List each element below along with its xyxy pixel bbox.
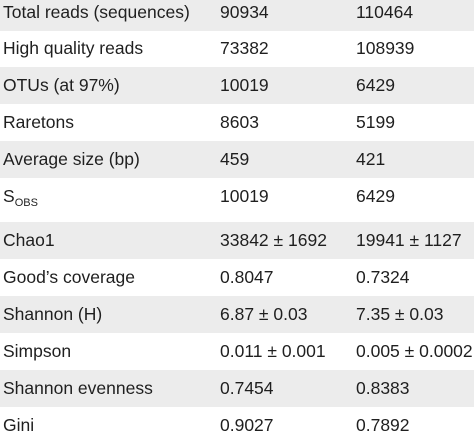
sample-2-value: 0.7892 xyxy=(356,415,410,435)
table-row: High quality reads 73382 108939 xyxy=(0,30,474,67)
table-row: Raretons 8603 5199 xyxy=(0,104,474,141)
table-row: Simpson 0.011 ± 0.001 0.005 ± 0.0002 xyxy=(0,333,474,370)
sample-2-value: 6429 xyxy=(356,186,395,206)
sample-1-value: 459 xyxy=(220,149,250,169)
row-label: SOBS xyxy=(3,178,38,215)
row-label: Simpson xyxy=(3,341,72,361)
row-label: Total reads (sequences) xyxy=(3,2,190,22)
row-label-subscript: OBS xyxy=(14,197,38,209)
row-label: OTUs (at 97%) xyxy=(3,75,120,95)
row-label: Shannon evenness xyxy=(3,378,153,398)
row-label-main: S xyxy=(3,186,15,206)
sample-2-value: 0.8383 xyxy=(356,378,410,398)
table-row: OTUs (at 97%) 10019 6429 xyxy=(0,67,474,104)
table-row: Total reads (sequences) 90934 110464 xyxy=(0,0,474,31)
sample-2-value: 6429 xyxy=(356,75,395,95)
row-label: Average size (bp) xyxy=(3,149,140,169)
sample-2-value: 5199 xyxy=(356,112,395,132)
row-label: High quality reads xyxy=(3,38,144,58)
sample-1-value: 0.7454 xyxy=(220,378,274,398)
sample-2-value: 110464 xyxy=(356,2,414,22)
sample-2-value: 108939 xyxy=(356,38,415,58)
sample-1-value: 0.9027 xyxy=(220,415,274,435)
sample-1-value: 0.8047 xyxy=(220,267,274,287)
table-row: Average size (bp) 459 421 xyxy=(0,141,474,178)
sample-1-value: 90934 xyxy=(220,2,269,22)
sample-1-value: 0.011 ± 0.001 xyxy=(220,341,326,361)
row-label: Good’s coverage xyxy=(3,267,135,287)
sample-1-value: 73382 xyxy=(220,38,269,58)
sample-1-value: 33842 ± 1692 xyxy=(220,230,327,250)
table-row: Chao1 33842 ± 1692 19941 ± 1127 xyxy=(0,222,474,259)
sample-2-value: 7.35 ± 0.03 xyxy=(356,304,444,324)
sample-2-value: 421 xyxy=(356,149,386,169)
table-row: SOBS 10019 6429 xyxy=(0,178,474,215)
sample-1-value: 6.87 ± 0.03 xyxy=(220,304,308,324)
row-label: Shannon (H) xyxy=(3,304,103,324)
table-row: Good’s coverage 0.8047 0.7324 xyxy=(0,259,474,296)
sample-1-value: 10019 xyxy=(220,75,269,95)
row-label: Chao1 xyxy=(3,230,55,250)
sample-2-value: 19941 ± 1127 xyxy=(356,230,462,250)
row-label: Raretons xyxy=(3,112,75,132)
table-row: Gini 0.9027 0.7892 xyxy=(0,407,474,444)
row-label: Gini xyxy=(3,415,35,435)
sample-2-value: 0.005 ± 0.0002 xyxy=(356,341,473,361)
table-row: Shannon evenness 0.7454 0.8383 xyxy=(0,370,474,407)
sample-1-value: 8603 xyxy=(220,112,259,132)
sample-1-value: 10019 xyxy=(220,186,269,206)
sample-2-value: 0.7324 xyxy=(356,267,410,287)
table-row: Shannon (H) 6.87 ± 0.03 7.35 ± 0.03 xyxy=(0,296,474,333)
